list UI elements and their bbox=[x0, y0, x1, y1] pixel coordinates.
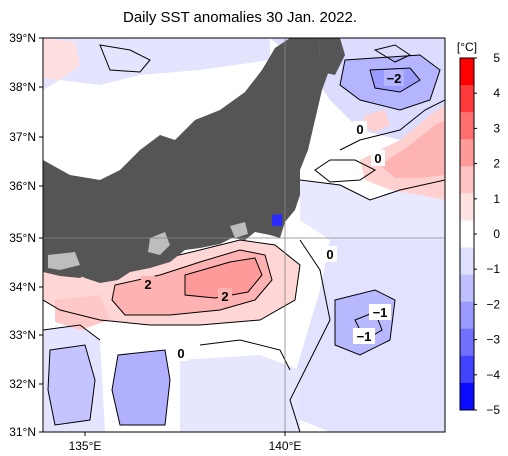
colorbar-cell bbox=[460, 355, 474, 384]
contour-label: −1 bbox=[357, 329, 372, 344]
colorbar-cell bbox=[460, 247, 474, 276]
colorbar-cell bbox=[460, 301, 474, 330]
anomaly-region-negative bbox=[180, 355, 300, 432]
lat-label: 33°N bbox=[9, 328, 36, 342]
colorbar-tick-label: 2 bbox=[493, 157, 500, 171]
anomaly-region-negative bbox=[112, 350, 170, 425]
lat-label: 34°N bbox=[9, 280, 36, 294]
contour-label: 2 bbox=[144, 277, 151, 292]
contour-label: 2 bbox=[221, 289, 228, 304]
longitude-labels: 135°E 140°E bbox=[69, 439, 302, 453]
lat-label: 38°N bbox=[9, 80, 36, 94]
colorbar-unit: [°C] bbox=[457, 40, 477, 54]
colorbar-cells bbox=[460, 58, 474, 411]
map-title: Daily SST anomalies 30 Jan. 2022. bbox=[122, 9, 358, 26]
colorbar-cell bbox=[460, 382, 474, 411]
colorbar-cell bbox=[460, 166, 474, 194]
contour-value-labels: −2 0 0 0 −1 −1 2 2 0 bbox=[141, 70, 404, 361]
lat-label: 35°N bbox=[9, 231, 36, 245]
colorbar-cell bbox=[460, 193, 474, 221]
anomaly-region-positive bbox=[43, 38, 80, 80]
anomaly-region-positive bbox=[185, 258, 262, 298]
colorbar-cell bbox=[460, 139, 474, 167]
colorbar-tick-label: −5 bbox=[486, 403, 500, 417]
lat-label: 36°N bbox=[9, 179, 36, 193]
land-mass bbox=[318, 38, 345, 75]
colorbar-tick-label: 4 bbox=[493, 86, 500, 100]
anomaly-region-positive bbox=[380, 120, 445, 178]
map-plot-area bbox=[43, 38, 445, 432]
colorbar-cell bbox=[460, 328, 474, 357]
colorbar-tick-label: −4 bbox=[486, 368, 500, 382]
lat-label: 32°N bbox=[9, 377, 36, 391]
anomaly-region-positive bbox=[362, 110, 390, 132]
colorbar-cell bbox=[460, 220, 474, 249]
contour-label: −2 bbox=[387, 71, 402, 86]
colorbar-tick-label: −1 bbox=[486, 262, 500, 276]
lat-label: 39°N bbox=[9, 31, 36, 45]
colorbar-tick-label: 5 bbox=[493, 51, 500, 65]
lon-label: 135°E bbox=[69, 439, 102, 453]
colorbar-tick-label: −2 bbox=[486, 297, 500, 311]
colorbar-tick-label: 0 bbox=[493, 227, 500, 241]
lat-label: 31°N bbox=[9, 425, 36, 439]
axis-ticks bbox=[39, 37, 286, 436]
anomaly-region-negative bbox=[300, 180, 445, 240]
land-feature bbox=[272, 214, 282, 226]
colorbar-tick-label: 1 bbox=[493, 192, 500, 206]
land-feature bbox=[230, 222, 248, 238]
contour-label: 0 bbox=[326, 247, 333, 262]
anomaly-region-positive bbox=[55, 295, 110, 330]
contour-label: 0 bbox=[374, 151, 381, 166]
colorbar-cell bbox=[460, 112, 474, 140]
lon-label: 140°E bbox=[269, 439, 302, 453]
land-mass bbox=[43, 38, 330, 283]
colorbar-tick-label: −3 bbox=[486, 333, 500, 347]
lat-label: 37°N bbox=[9, 130, 36, 144]
colorbar: [°C] 5 4 3 2 1 0 −1 −2 −3 −4 −5 bbox=[457, 40, 500, 417]
contour-label: 0 bbox=[177, 346, 184, 361]
colorbar-cell bbox=[460, 58, 474, 86]
anomaly-region-negative bbox=[43, 38, 270, 90]
land-feature bbox=[48, 252, 80, 270]
colorbar-tick-label: 3 bbox=[493, 121, 500, 135]
contour-label: 0 bbox=[356, 122, 363, 137]
contour-label: −1 bbox=[373, 305, 388, 320]
map-frame bbox=[42, 37, 446, 433]
anomaly-region-negative bbox=[48, 345, 95, 425]
latitude-labels: 39°N 38°N 37°N 36°N 35°N 34°N 33°N 32°N … bbox=[9, 31, 36, 439]
colorbar-cell bbox=[460, 85, 474, 113]
colorbar-ticks: 5 4 3 2 1 0 −1 −2 −3 −4 −5 bbox=[474, 51, 500, 417]
grid-lines bbox=[43, 38, 445, 432]
colorbar-cell bbox=[460, 274, 474, 303]
